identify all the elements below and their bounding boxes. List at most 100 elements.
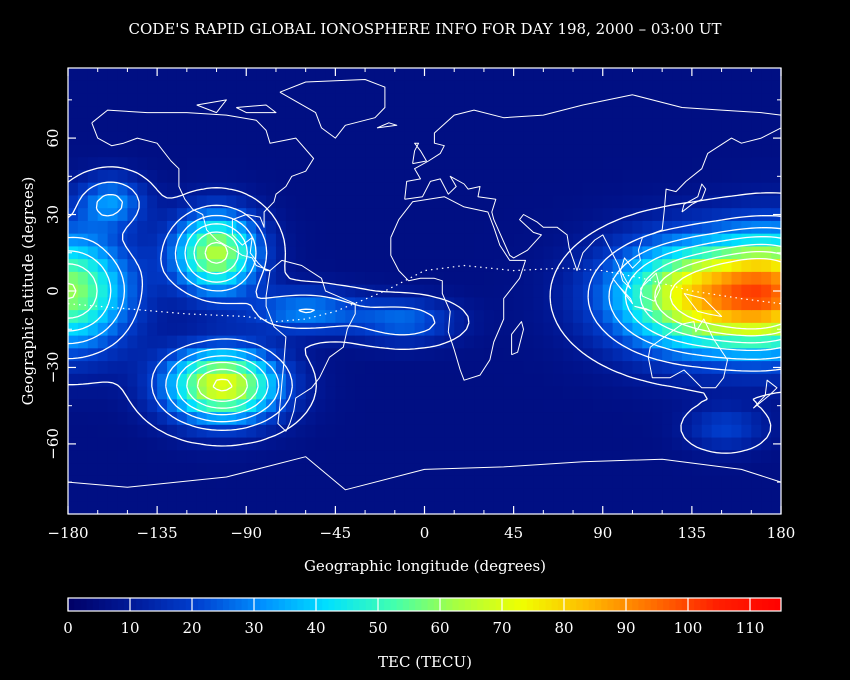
heatmap-cell	[513, 386, 525, 400]
heatmap-cell	[147, 335, 158, 349]
heatmap-cell	[553, 220, 564, 235]
heatmap-cell	[236, 424, 247, 439]
heatmap-cell	[711, 463, 723, 477]
heatmap-cell	[474, 118, 485, 133]
heatmap-cell	[374, 68, 386, 82]
heatmap-cell	[483, 348, 495, 362]
heatmap-cell	[394, 361, 406, 375]
heatmap-cell	[632, 475, 643, 490]
heatmap-cell	[681, 488, 693, 502]
heatmap-cell	[147, 424, 158, 439]
colorbar-segment	[278, 598, 286, 611]
heatmap-cell	[275, 335, 287, 349]
heatmap-cell	[543, 412, 554, 426]
heatmap-cell	[434, 399, 445, 413]
heatmap-cell	[315, 144, 327, 158]
heatmap-cell	[493, 259, 505, 273]
heatmap-cell	[711, 437, 723, 451]
heatmap-cell	[701, 322, 713, 337]
heatmap-cell	[107, 220, 119, 235]
heatmap-cell	[365, 157, 376, 171]
heatmap-cell	[691, 284, 703, 298]
heatmap-cell	[701, 144, 713, 158]
heatmap-cell	[672, 169, 683, 184]
heatmap-cell	[87, 259, 99, 273]
heatmap-cell	[533, 373, 544, 388]
colorbar-segment	[266, 598, 274, 611]
heatmap-cell	[761, 322, 772, 337]
heatmap-cell	[384, 93, 396, 107]
heatmap-cell	[167, 233, 178, 247]
heatmap-cell	[602, 131, 614, 146]
heatmap-cell	[582, 93, 594, 107]
heatmap-cell	[691, 220, 703, 235]
heatmap-cell	[672, 195, 683, 209]
heatmap-cell	[573, 106, 584, 120]
heatmap-cell	[414, 106, 426, 120]
heatmap-cell	[523, 450, 535, 464]
heatmap-cell	[127, 157, 138, 171]
heatmap-cell	[662, 386, 673, 400]
heatmap-cell	[642, 144, 653, 158]
heatmap-cell	[236, 80, 247, 95]
heatmap-cell	[533, 233, 544, 247]
heatmap-cell	[751, 271, 762, 286]
heatmap-cell	[384, 80, 396, 95]
heatmap-cell	[513, 220, 525, 235]
heatmap-cell	[196, 450, 208, 464]
heatmap-cell	[266, 399, 277, 413]
heatmap-cell	[582, 118, 594, 133]
heatmap-cell	[483, 437, 495, 451]
heatmap-cell	[68, 501, 79, 515]
heatmap-cell	[612, 488, 624, 502]
heatmap-cell	[147, 322, 158, 337]
heatmap-cell	[216, 131, 228, 146]
heatmap-cell	[285, 131, 297, 146]
heatmap-cell	[216, 233, 228, 247]
heatmap-cell	[483, 157, 495, 171]
heatmap-cell	[444, 501, 455, 515]
heatmap-cell	[365, 463, 376, 477]
heatmap-cell	[573, 310, 584, 324]
heatmap-cell	[107, 131, 119, 146]
heatmap-cell	[681, 424, 693, 439]
heatmap-cell	[186, 399, 198, 413]
heatmap-cell	[444, 284, 455, 298]
heatmap-cell	[107, 233, 119, 247]
heatmap-cell	[513, 208, 525, 222]
heatmap-cell	[523, 259, 535, 273]
coastline	[390, 196, 526, 381]
heatmap-cell	[295, 208, 307, 222]
heatmap-cell	[454, 284, 465, 298]
heatmap-cell	[513, 335, 525, 349]
heatmap-cell	[147, 220, 158, 235]
heatmap-cell	[365, 271, 376, 286]
heatmap-cell	[216, 169, 228, 184]
heatmap-cell	[414, 386, 426, 400]
heatmap-cell	[77, 488, 89, 502]
heatmap-cell	[424, 361, 435, 375]
heatmap-cell	[176, 157, 188, 171]
heatmap-cell	[127, 259, 138, 273]
heatmap-cell	[77, 348, 89, 362]
heatmap-cell	[365, 93, 376, 107]
heatmap-cell	[335, 271, 346, 286]
heatmap-cell	[652, 93, 663, 107]
heatmap-cell	[513, 169, 525, 184]
heatmap-cell	[493, 348, 505, 362]
heatmap-cell	[464, 157, 475, 171]
heatmap-cell	[691, 424, 703, 439]
heatmap-cell	[285, 373, 297, 388]
heatmap-cell	[374, 412, 386, 426]
heatmap-cell	[285, 501, 297, 515]
heatmap-cell	[176, 182, 188, 197]
heatmap-cell	[444, 233, 455, 247]
heatmap-cell	[553, 68, 564, 82]
heatmap-cell	[721, 169, 733, 184]
heatmap-cell	[652, 412, 663, 426]
heatmap-cell	[285, 208, 297, 222]
heatmap-cell	[236, 463, 247, 477]
colorbar-segment	[539, 598, 546, 611]
heatmap-cell	[256, 68, 267, 82]
heatmap-cell	[176, 271, 188, 286]
